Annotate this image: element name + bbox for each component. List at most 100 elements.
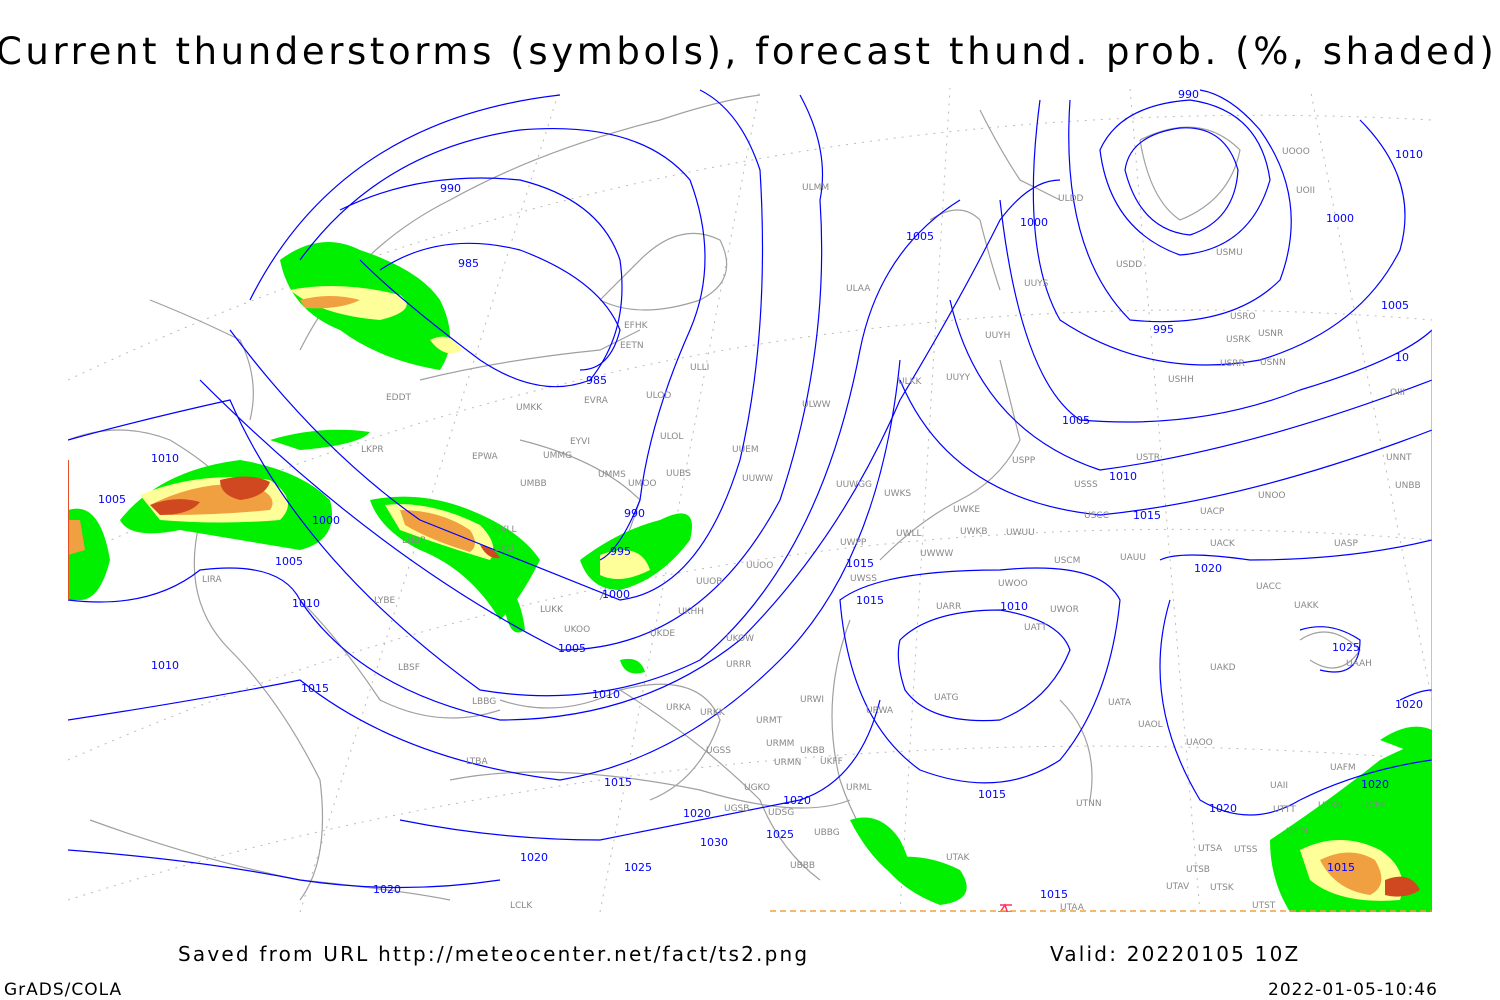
- station-label: UASP: [1334, 539, 1358, 549]
- station-label: USNR: [1258, 329, 1283, 339]
- isobar-label: 1015: [604, 776, 632, 789]
- station-label: URWA: [866, 706, 894, 716]
- station-label: UNBB: [1395, 481, 1421, 491]
- station-label: UWPP: [840, 538, 867, 548]
- station-label: UNNT: [1386, 453, 1412, 463]
- station-label: UGSB: [724, 804, 749, 814]
- station-label: USMU: [1216, 248, 1243, 258]
- station-label: UWUU: [1006, 528, 1035, 538]
- coastlines: [68, 94, 1361, 901]
- station-label: UKLL: [494, 525, 517, 535]
- isobar-label: 995: [1153, 323, 1174, 336]
- station-label: USCM: [1054, 556, 1080, 566]
- station-label: UUBS: [666, 469, 691, 479]
- station-label: UAOO: [1186, 738, 1213, 748]
- station-label: UTAV: [1166, 882, 1190, 892]
- isobar-label: 995: [610, 545, 631, 558]
- station-label: UTST: [1252, 901, 1276, 911]
- station-label: ULOL: [660, 432, 683, 442]
- station-label: UUOO: [746, 561, 773, 571]
- station-label: USRK: [1226, 335, 1252, 345]
- station-label: ULMM: [802, 183, 829, 193]
- station-label: UTAA: [1060, 903, 1085, 913]
- isobar-label: 1015: [856, 594, 884, 607]
- isobar-label: 1020: [520, 851, 548, 864]
- station-label: UAKD: [1210, 663, 1236, 673]
- station-label: UKFF: [820, 757, 843, 767]
- isobar-label: 1015: [1327, 861, 1355, 874]
- station-label: LCLK: [510, 901, 533, 911]
- isobar-label: 1000: [602, 588, 630, 601]
- station-label: UATT: [1024, 623, 1047, 633]
- isobars: [68, 89, 1432, 889]
- station-label: USHH: [1168, 375, 1194, 385]
- isobar-label: 1005: [275, 555, 303, 568]
- station-label: UAII: [1270, 781, 1288, 791]
- station-label: UWOR: [1050, 605, 1079, 615]
- station-label: UWOO: [998, 579, 1028, 589]
- station-label: USSS: [1074, 480, 1098, 490]
- isobar-label: 1010: [151, 452, 179, 465]
- isobar-label: 1005: [558, 642, 586, 655]
- station-label: UTKN: [1318, 801, 1343, 811]
- station-label: USRR: [1220, 359, 1245, 369]
- station-label: LBSF: [398, 663, 420, 673]
- station-label: UKBB: [800, 746, 825, 756]
- isobar-label: 985: [458, 257, 479, 270]
- station-label: UTTT: [1273, 805, 1296, 815]
- station-label: USDD: [1116, 260, 1142, 270]
- station-label: UTAK: [946, 853, 971, 863]
- isobar-label: 1025: [1332, 641, 1360, 654]
- station-label: UAFM: [1330, 763, 1356, 773]
- station-label: URKK: [700, 708, 726, 718]
- isobar-label: 1020: [373, 883, 401, 896]
- station-label: UTSB: [1186, 865, 1210, 875]
- source-url-text: Saved from URL http://meteocenter.net/fa…: [178, 942, 810, 966]
- station-label: LHBP: [402, 536, 426, 546]
- isobar-label: 1020: [1209, 802, 1237, 815]
- prob-low-areas: [68, 242, 1432, 912]
- thunderstorm-symbol-icon: [998, 903, 1012, 912]
- station-label: UUYH: [985, 331, 1010, 341]
- station-label: UUOB: [696, 577, 722, 587]
- station-label: UOOO: [1282, 147, 1310, 157]
- isobar-label: 1025: [766, 828, 794, 841]
- isobar-label: 1000: [1020, 216, 1048, 229]
- station-label: USPP: [1012, 456, 1036, 466]
- station-label: UKOW: [726, 634, 754, 644]
- station-label: UTDL: [1286, 827, 1310, 837]
- isobar-label: 990: [440, 182, 461, 195]
- isobar-label: 1010: [592, 688, 620, 701]
- isobar-label: 1015: [1040, 888, 1068, 901]
- station-label: UTNN: [1076, 799, 1102, 809]
- station-label: UWKS: [884, 489, 911, 499]
- isobar-label: 1005: [98, 493, 126, 506]
- station-label: LKPR: [361, 445, 384, 455]
- station-label: UTSS: [1234, 845, 1258, 855]
- prob-max-areas: [150, 476, 1420, 897]
- station-label: UKHH: [678, 607, 704, 617]
- station-label: UUWW: [742, 474, 773, 484]
- isobar-label: 1020: [783, 794, 811, 807]
- station-label: UGSS: [706, 746, 731, 756]
- station-label: ULKK: [898, 377, 923, 387]
- station-label: UDSG: [768, 808, 794, 818]
- isobar-label: 1010: [292, 597, 320, 610]
- station-label: UCFF: [1362, 801, 1385, 811]
- station-label: LTBA: [466, 757, 488, 767]
- station-label: USRO: [1230, 312, 1256, 322]
- station-label: URML: [846, 783, 872, 793]
- station-label: ULLI: [690, 363, 709, 373]
- station-label: OIII: [1390, 388, 1405, 398]
- station-label: URMN: [774, 758, 801, 768]
- station-label: UUWGG: [836, 480, 872, 490]
- station-label: UKOO: [564, 625, 590, 635]
- station-label: UATA: [1108, 698, 1132, 708]
- isobar-label: 1020: [1395, 698, 1423, 711]
- station-label: UWWW: [920, 549, 953, 559]
- station-label: UUYY: [946, 373, 971, 383]
- station-label: EYVI: [570, 437, 590, 447]
- station-label: UAUU: [1120, 553, 1146, 563]
- station-label: UAKK: [1294, 601, 1320, 611]
